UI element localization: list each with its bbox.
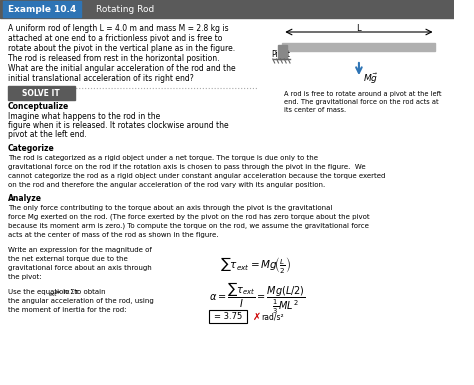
Text: L: L — [356, 23, 361, 32]
Text: the angular acceleration of the rod, using: the angular acceleration of the rod, usi… — [8, 298, 154, 304]
Text: ext: ext — [49, 293, 57, 298]
Text: = 3.75: = 3.75 — [214, 312, 242, 321]
Text: Write an expression for the magnitude of: Write an expression for the magnitude of — [8, 247, 152, 253]
Text: Rotating Rod: Rotating Rod — [96, 5, 154, 13]
Bar — [278, 45, 287, 59]
Bar — [3, 1, 82, 17]
Text: Imagine what happens to the rod in the: Imagine what happens to the rod in the — [8, 112, 160, 121]
Text: $\alpha = \dfrac{\sum\tau_{ext}}{I} = \dfrac{Mg(L/2)}{\frac{1}{3}ML^2}$: $\alpha = \dfrac{\sum\tau_{ext}}{I} = \d… — [209, 280, 305, 316]
Text: cannot categorize the rod as a rigid object under constant angular acceleration : cannot categorize the rod as a rigid obj… — [8, 173, 385, 179]
Text: the moment of inertia for the rod:: the moment of inertia for the rod: — [8, 307, 126, 313]
Text: acts at the center of mass of the rod as shown in the figure.: acts at the center of mass of the rod as… — [8, 232, 218, 238]
Text: Example 10.4: Example 10.4 — [8, 5, 76, 13]
Text: $M\vec{g}$: $M\vec{g}$ — [363, 72, 378, 86]
Text: ✗: ✗ — [253, 311, 261, 321]
Text: Categorize: Categorize — [8, 144, 55, 152]
Text: pivot at the left end.: pivot at the left end. — [8, 129, 86, 139]
Text: Analyze: Analyze — [8, 194, 42, 203]
Text: The only force contributing to the torque about an axis through the pivot is the: The only force contributing to the torqu… — [8, 205, 332, 211]
Text: the net external torque due to the: the net external torque due to the — [8, 256, 128, 262]
Text: What are the initial angular acceleration of the rod and the: What are the initial angular acceleratio… — [8, 64, 235, 72]
Text: rad/s²: rad/s² — [261, 312, 284, 321]
Text: on the rod and therefore the angular acceleration of the rod vary with its angul: on the rod and therefore the angular acc… — [8, 182, 325, 188]
Text: end. The gravitational force on the rod acts at: end. The gravitational force on the rod … — [284, 99, 439, 105]
Text: = Iα  to obtain: = Iα to obtain — [55, 289, 105, 295]
Text: $\sum\tau_{ext} = Mg\!\left(\frac{L}{2}\right)$: $\sum\tau_{ext} = Mg\!\left(\frac{L}{2}\… — [220, 255, 291, 275]
Text: SOLVE IT: SOLVE IT — [22, 89, 60, 97]
Text: The rod is released from rest in the horizontal position.: The rod is released from rest in the hor… — [8, 54, 219, 62]
Text: Pivot: Pivot — [271, 50, 290, 59]
Text: gravitational force about an axis through: gravitational force about an axis throug… — [8, 265, 151, 271]
Bar — [8, 86, 75, 100]
Text: initial translational acceleration of its right end?: initial translational acceleration of it… — [8, 74, 193, 82]
Text: the pivot:: the pivot: — [8, 274, 41, 280]
Bar — [283, 43, 436, 51]
Text: The rod is categorized as a rigid object under a net torque. The torque is due o: The rod is categorized as a rigid object… — [8, 155, 318, 161]
Text: A rod is free to rotate around a pivot at the left: A rod is free to rotate around a pivot a… — [284, 91, 442, 97]
Text: because its moment arm is zero.) To compute the torque on the rod, we assume the: because its moment arm is zero.) To comp… — [8, 223, 369, 229]
Text: A uniform rod of length L = 4.0 m and mass M = 2.8 kg is: A uniform rod of length L = 4.0 m and ma… — [8, 23, 228, 32]
Text: figure when it is released. It rotates clockwise around the: figure when it is released. It rotates c… — [8, 121, 228, 129]
Bar — [209, 310, 247, 323]
Text: gravitational force on the rod if the rotation axis is chosen to pass through th: gravitational force on the rod if the ro… — [8, 164, 365, 170]
Text: Use the equation Στ: Use the equation Στ — [8, 289, 78, 295]
Text: its center of mass.: its center of mass. — [284, 107, 346, 113]
Text: attached at one end to a frictionless pivot and is free to: attached at one end to a frictionless pi… — [8, 33, 222, 42]
Bar — [0, 0, 454, 18]
Text: Conceptualize: Conceptualize — [8, 102, 69, 110]
Text: force Mg exerted on the rod. (The force exerted by the pivot on the rod has zero: force Mg exerted on the rod. (The force … — [8, 214, 369, 220]
Text: rotate about the pivot in the vertical plane as in the figure.: rotate about the pivot in the vertical p… — [8, 44, 235, 52]
